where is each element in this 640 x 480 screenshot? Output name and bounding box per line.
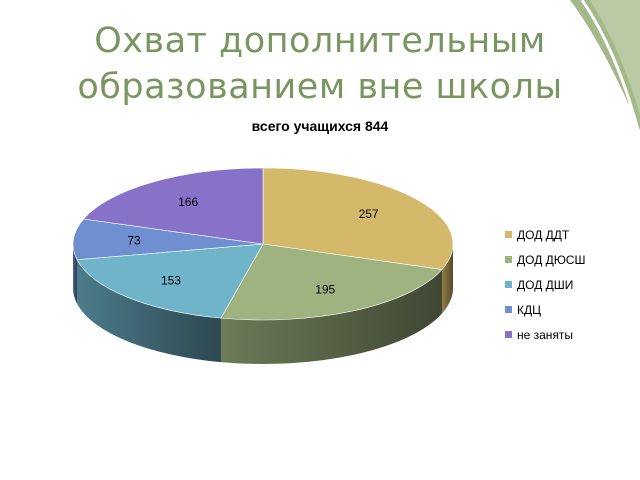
chart-legend: ДОД ДДТ ДОД ДЮСШ ДОД ДШИ КДЦ не заняты (505, 222, 585, 347)
legend-swatch (505, 231, 512, 238)
pie-slice-дод-дюсш (220, 243, 443, 321)
pie-slice-не-заняты (82, 167, 264, 245)
pie-slice-дод-ддт (262, 167, 454, 270)
legend-item-дод-ддт: ДОД ДДТ (505, 222, 585, 247)
legend-label: КДЦ (517, 302, 541, 317)
legend-item-дод-дюсш: ДОД ДЮСШ (505, 247, 585, 272)
data-label-дод-дюсш: 195 (315, 282, 335, 296)
legend-label: ДОД ДДТ (517, 227, 570, 242)
data-label-дод-ддт: 257 (359, 207, 379, 221)
legend-swatch (505, 331, 512, 338)
chart-title: всего учащихся 844 (251, 118, 389, 134)
pie-slice-кдц (72, 218, 264, 261)
pie-data-labels: 257 195 153 73 166 (127, 195, 379, 296)
legend-item-не-заняты: не заняты (505, 322, 585, 347)
legend-label: ДОД ДЮСШ (517, 252, 586, 267)
data-label-кдц: 73 (127, 234, 141, 248)
data-label-дод-дши: 153 (161, 273, 181, 287)
pie-slices (72, 167, 454, 321)
pie-slice-дод-дши (76, 243, 264, 319)
legend-item-дод-дши: ДОД ДШИ (505, 272, 585, 297)
corner-decoration (530, 0, 640, 130)
slide-title: Охват дополнительным образованием вне шк… (0, 18, 640, 110)
legend-item-кдц: КДЦ (505, 297, 585, 322)
pie-side-shade-кдц (73, 244, 78, 304)
pie-side-shade-дод-ддт (441, 244, 454, 314)
pie-side-shade-дод-дши (77, 259, 221, 363)
pie-side-shade-дод-дюсш (220, 269, 442, 364)
data-label-не-заняты: 166 (178, 195, 198, 209)
pie-side-walls (73, 244, 454, 364)
legend-label: не заняты (517, 327, 574, 342)
legend-label: ДОД ДШИ (517, 277, 574, 292)
slide-title-line-1: Охват дополнительным (94, 21, 546, 61)
legend-swatch (505, 256, 512, 263)
legend-swatch (505, 306, 512, 313)
legend-swatch (505, 281, 512, 288)
slide-title-line-2: образованием вне школы (77, 67, 563, 107)
